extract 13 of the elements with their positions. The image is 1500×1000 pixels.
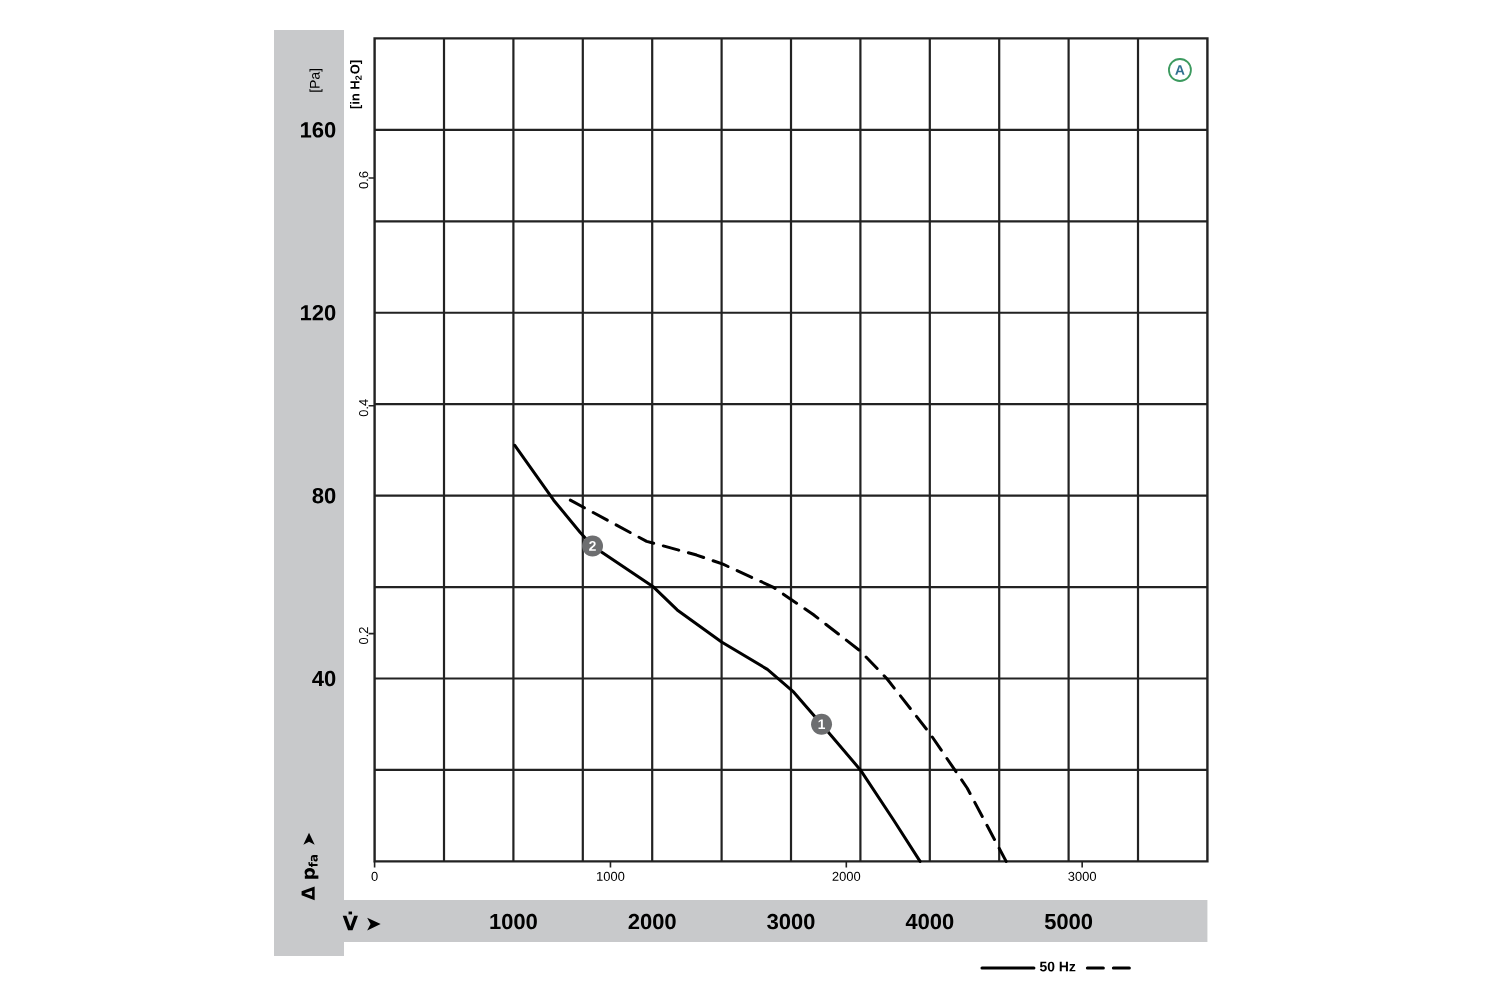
x-tick-label: 5000	[1044, 913, 1093, 930]
x-tick-label: 3000	[767, 913, 815, 930]
y-tick-label: 40	[312, 670, 336, 687]
x-axis-title: V̇ ➤	[342, 911, 381, 931]
y-tick-label: 80	[312, 487, 336, 504]
line-series	[568, 498, 1008, 863]
x-tick-label: 1000	[490, 913, 537, 930]
x-tick-label: 2000	[628, 913, 676, 930]
y-tick-label: 120	[301, 304, 336, 321]
x-tick-label: 4000	[905, 913, 954, 930]
line-series	[513, 443, 922, 863]
y-axis-title: Δ p$_{fa}$ ➤	[301, 832, 319, 901]
y-tick-label: 160	[301, 122, 336, 138]
